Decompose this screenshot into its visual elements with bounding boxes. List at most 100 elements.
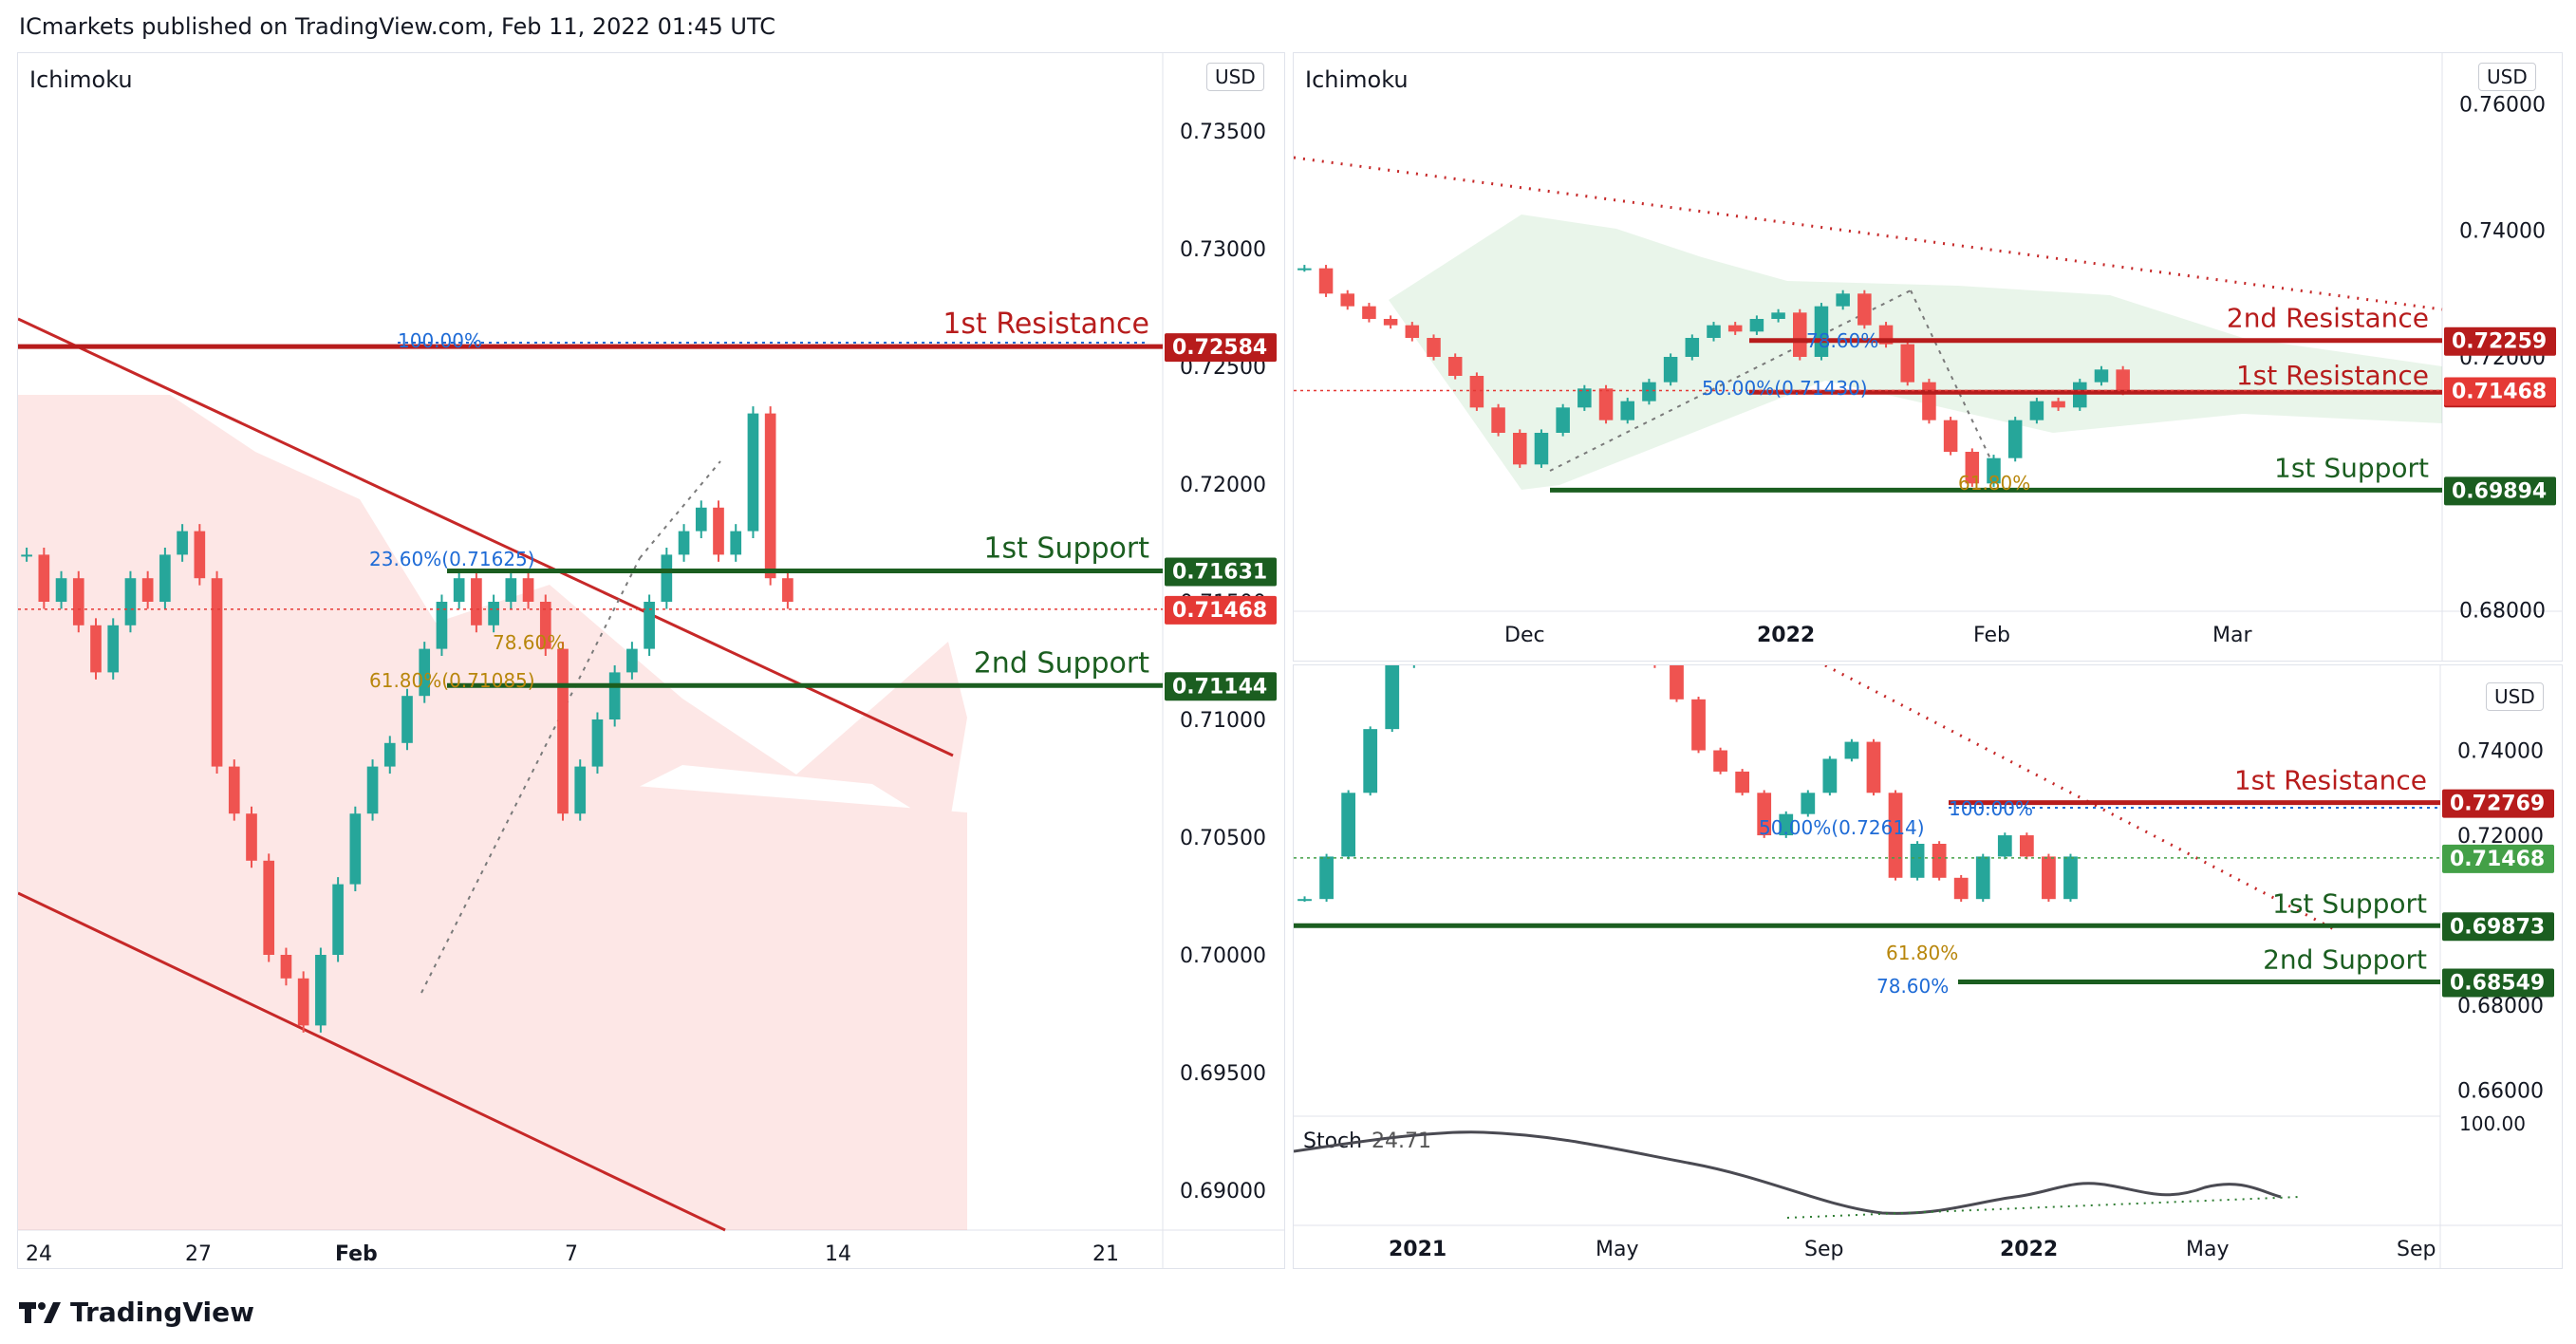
candle-body	[678, 531, 690, 555]
candle-body	[419, 648, 431, 697]
candle-body	[2116, 369, 2130, 392]
level-price-label: 0.72584	[1172, 336, 1267, 360]
candle-body	[1757, 793, 1772, 836]
time-tick-label: Mar	[2212, 624, 2252, 647]
candle-body	[383, 742, 396, 767]
candle-body	[194, 531, 206, 579]
candle-body	[1987, 457, 2001, 484]
candle-body	[1385, 665, 1400, 730]
candle-body	[661, 554, 673, 602]
top-right-chart-panel[interactable]: 0.76000 0.74000 0.72000 0.68000 Dec 2022 Feb Ma…	[1293, 52, 2563, 662]
candle-body	[124, 578, 137, 625]
tradingview-logo-icon	[19, 1301, 61, 1323]
candle-body	[539, 602, 551, 649]
trend-line	[18, 891, 726, 1232]
candle-body	[38, 554, 50, 602]
candle-body	[453, 578, 465, 602]
candle-body	[1900, 344, 1914, 383]
candle-body	[21, 554, 32, 557]
top-right-chart-title: Ichimoku	[1305, 66, 1409, 93]
time-tick-label: Feb	[335, 1242, 378, 1266]
left-currency-button[interactable]: USD	[1206, 63, 1264, 91]
last-price-label: 0.71468	[1172, 599, 1267, 623]
candle-body	[1362, 306, 1376, 319]
price-tick-label: 0.68000	[2459, 600, 2546, 624]
candle-body	[1513, 433, 1527, 465]
fib-label: 50.00%(0.72614)	[1759, 816, 1925, 839]
level-name-label: 1st Resistance	[2236, 360, 2429, 391]
candle-body	[436, 602, 448, 649]
trend-line	[18, 317, 954, 757]
tradingview-logo[interactable]: TradingView	[19, 1297, 254, 1328]
level-price-tag	[2442, 912, 2554, 942]
left-chart-panel[interactable]: 0.735000.730000.725000.720000.715000.710…	[17, 52, 1285, 1269]
candle-body	[730, 531, 742, 555]
ichimoku-cloud	[1389, 215, 2442, 490]
fib-label: 50.00%(0.71430)	[1702, 377, 1868, 400]
time-tick-label: May	[1596, 1238, 1638, 1261]
level-name-label: 1st Support	[2272, 887, 2427, 919]
candle-body	[2094, 369, 2109, 383]
time-tick-label: Dec	[1504, 624, 1545, 647]
top-right-currency-button[interactable]: USD	[2478, 63, 2536, 91]
fib-label: 61.80%	[1958, 472, 2030, 495]
last-price-label: 0.71468	[2450, 848, 2545, 871]
candle-body	[332, 884, 344, 955]
candle-body	[1556, 407, 1570, 433]
price-tick-label: 0.73500	[1180, 121, 1266, 144]
last-price-tag	[1165, 595, 1277, 625]
candle-body	[1866, 741, 1881, 793]
stoch-line	[1294, 1130, 2282, 1215]
candle-body	[471, 578, 482, 625]
candle-body	[1341, 793, 1356, 857]
tradingview-brand: TradingView	[70, 1297, 254, 1328]
candle-body	[1620, 401, 1634, 420]
candle-body	[1319, 856, 1334, 900]
candle-body	[1953, 877, 1969, 900]
time-tick-label: 24	[26, 1242, 52, 1266]
candle-body	[246, 813, 257, 861]
fib-label: 61.80%(0.71085)	[369, 669, 535, 692]
candle-body	[608, 672, 621, 719]
bottom-right-chart-panel[interactable]: 0.74000 0.72000 0.68000 0.66000 2021 May Sep 20…	[1293, 664, 2563, 1269]
candle-body	[1534, 433, 1549, 465]
candle-body	[1771, 312, 1785, 319]
candle-body	[2073, 382, 2087, 408]
candle-body	[1427, 338, 1441, 357]
fib-label: 100.00%	[398, 329, 482, 352]
time-tick-label: Sep	[2397, 1238, 2436, 1261]
candle-body	[1814, 306, 1829, 357]
candle-body	[1822, 758, 1838, 793]
candle-body	[591, 719, 604, 767]
candle-body	[1297, 899, 1312, 902]
level-price-tag	[2442, 789, 2554, 818]
time-tick-label: 7	[565, 1242, 578, 1266]
candle-body	[2063, 856, 2078, 900]
candle-body	[141, 578, 154, 602]
candle-body	[401, 696, 413, 743]
candle-body	[1297, 268, 1312, 271]
candle-body	[1749, 319, 1764, 332]
level-price-label: 0.72769	[2450, 793, 2545, 816]
level-name-label: 2nd Support	[2263, 944, 2427, 976]
candle-body	[1405, 325, 1420, 338]
candle-body	[1685, 338, 1700, 357]
left-chart-title: Ichimoku	[29, 66, 133, 93]
candle-body	[1707, 325, 1721, 338]
level-price-tag	[2444, 327, 2556, 356]
time-tick-label: 27	[185, 1242, 212, 1266]
bottom-right-currency-button[interactable]: USD	[2486, 682, 2544, 711]
candle-body	[2029, 401, 2044, 420]
time-tick-label: 21	[1092, 1242, 1119, 1266]
price-tick-label: 0.66000	[2457, 1080, 2544, 1104]
candle-body	[1975, 856, 1990, 900]
time-tick-label: 2022	[2000, 1238, 2058, 1261]
last-price-label: 0.71468	[2452, 380, 2547, 403]
candle-body	[626, 648, 638, 673]
level-price-tag	[2444, 476, 2556, 506]
left-chart-svg[interactable]: 0.735000.730000.725000.720000.715000.710…	[18, 53, 1284, 1268]
trend-line	[639, 460, 721, 559]
candle-body	[1447, 357, 1463, 376]
